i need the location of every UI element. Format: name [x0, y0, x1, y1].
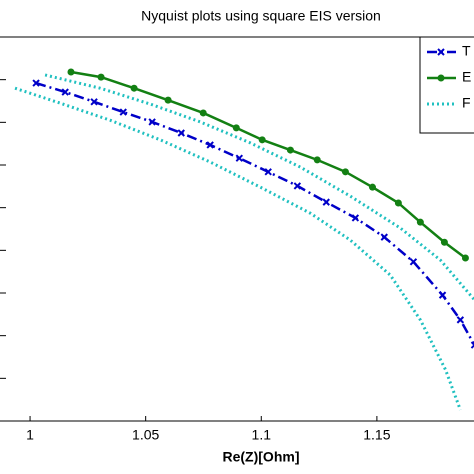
- marker: [199, 109, 207, 117]
- x-axis-label: Re(Z)[Ohm]: [223, 449, 300, 465]
- marker: [264, 168, 272, 176]
- marker: [97, 73, 105, 81]
- marker: [258, 136, 266, 144]
- marker: [119, 108, 127, 116]
- legend-label: F: [462, 95, 471, 111]
- marker: [32, 79, 40, 87]
- marker: [61, 88, 69, 96]
- marker: [461, 254, 469, 262]
- series-line: [35, 81, 474, 346]
- marker: [438, 291, 447, 299]
- marker: [90, 98, 98, 106]
- marker: [351, 214, 360, 222]
- marker: [470, 341, 474, 349]
- series-line: [44, 73, 474, 301]
- x-tick-label: 1.05: [132, 427, 159, 443]
- marker: [416, 218, 424, 226]
- marker: [341, 168, 349, 176]
- marker: [130, 84, 138, 92]
- marker: [293, 182, 302, 190]
- marker: [313, 156, 321, 164]
- marker: [177, 129, 185, 137]
- series-line: [14, 86, 462, 411]
- marker: [380, 233, 388, 241]
- x-tick-label: 1.15: [363, 427, 390, 443]
- marker: [235, 154, 244, 162]
- marker: [322, 198, 330, 206]
- marker: [437, 48, 445, 56]
- marker: [437, 74, 445, 82]
- marker: [164, 96, 172, 104]
- marker: [206, 141, 214, 149]
- marker: [286, 146, 294, 154]
- marker: [232, 124, 240, 132]
- marker: [409, 258, 418, 266]
- legend-label: T: [462, 43, 471, 59]
- series-line: [70, 70, 467, 260]
- chart-title: Nyquist plots using square EIS version: [141, 8, 381, 24]
- marker: [67, 68, 75, 76]
- legend: TEF: [419, 36, 474, 134]
- marker: [148, 118, 156, 126]
- marker: [456, 316, 465, 324]
- legend-label: E: [462, 69, 471, 85]
- x-tick-label: 1: [26, 427, 34, 443]
- marker: [440, 238, 448, 246]
- x-tick-label: 1.1: [252, 427, 272, 443]
- marker: [394, 199, 402, 207]
- marker: [368, 183, 376, 191]
